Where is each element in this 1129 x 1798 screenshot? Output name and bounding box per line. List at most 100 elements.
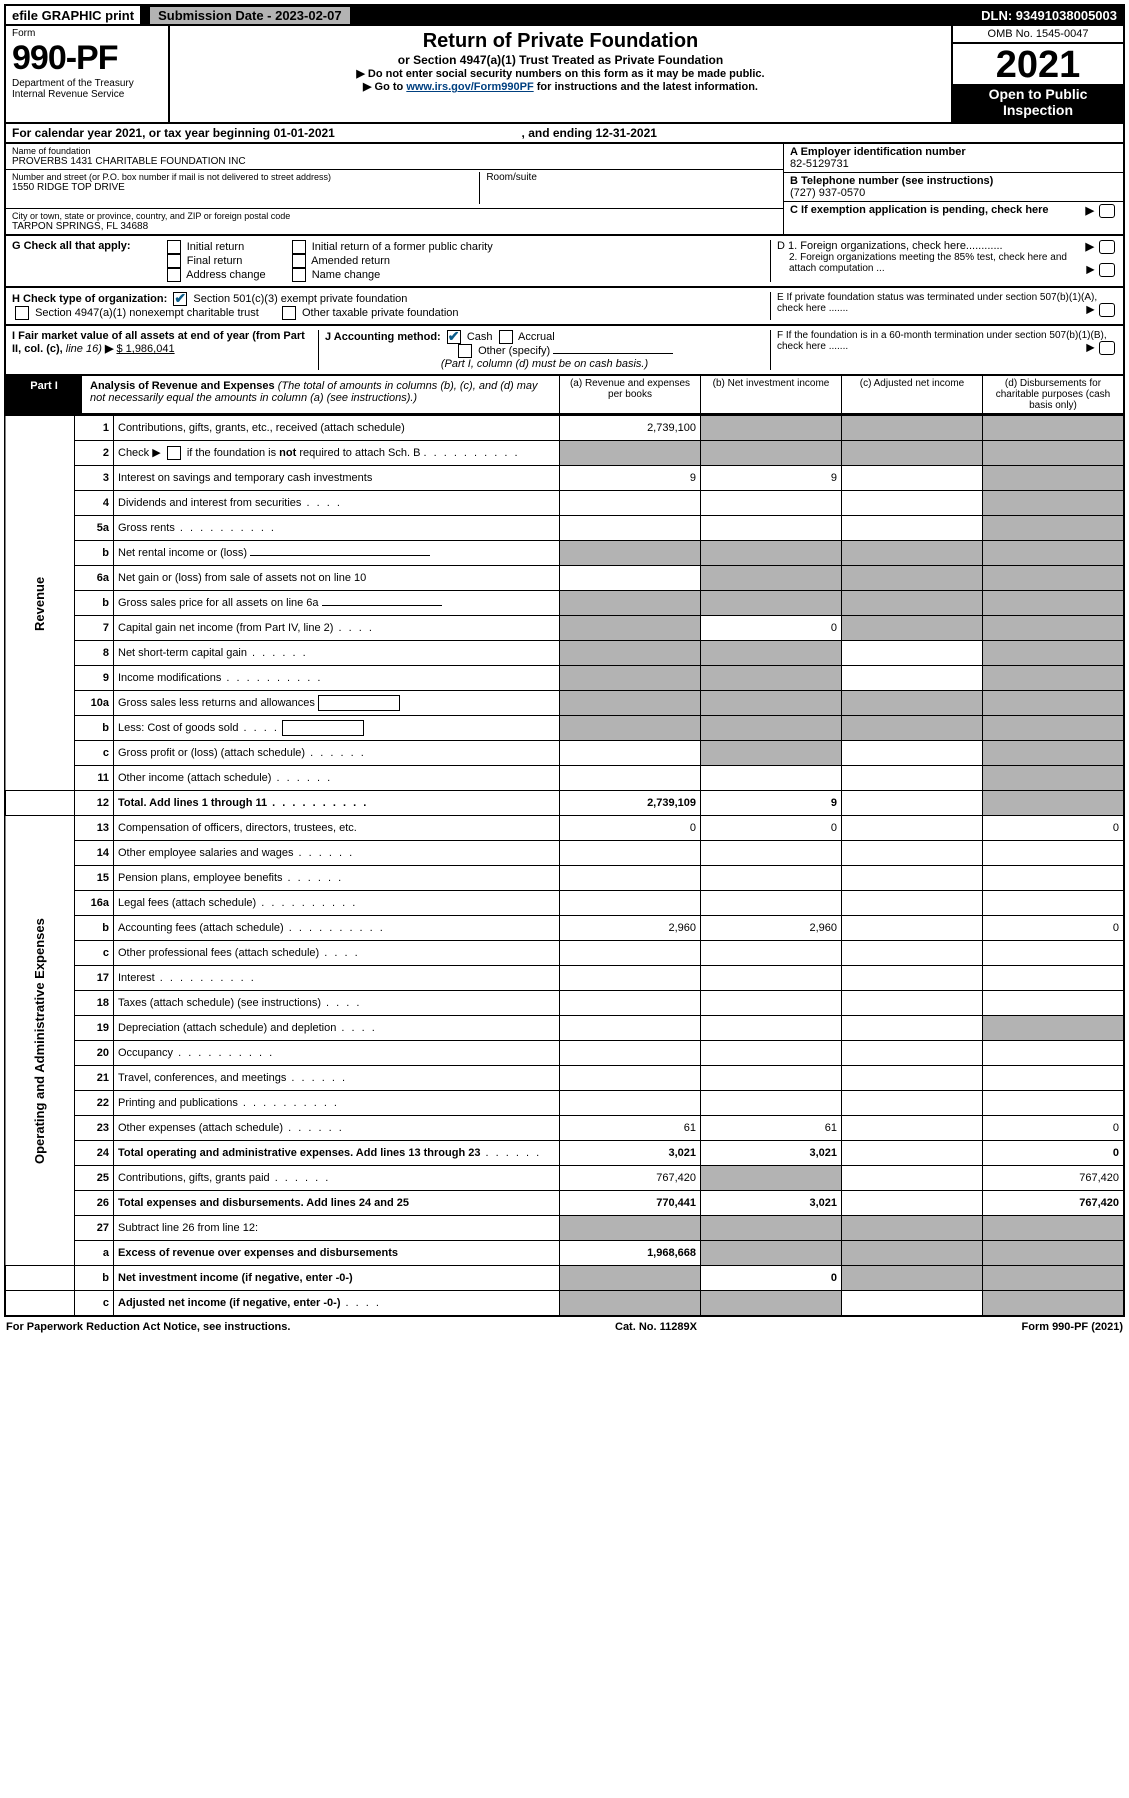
omb-number: OMB No. 1545-0047 (953, 26, 1123, 44)
g-initial-return[interactable] (167, 240, 181, 254)
header-middle: Return of Private Foundation or Section … (170, 26, 951, 122)
e-text: E If private foundation status was termi… (777, 292, 1097, 314)
table-row: 14Other employee salaries and wages (5, 841, 1124, 866)
table-row: 26Total expenses and disbursements. Add … (5, 1191, 1124, 1216)
d2-row: 2. Foreign organizations meeting the 85%… (777, 252, 1117, 274)
table-row: 17Interest (5, 966, 1124, 991)
table-row: 3Interest on savings and temporary cash … (5, 466, 1124, 491)
g-address-change[interactable] (167, 268, 181, 282)
form990pf-link[interactable]: www.irs.gov/Form990PF (406, 81, 533, 93)
table-row: 4Dividends and interest from securities (5, 491, 1124, 516)
table-row: 24Total operating and administrative exp… (5, 1141, 1124, 1166)
entity-info: Name of foundation PROVERBS 1431 CHARITA… (4, 144, 1125, 236)
col-b-header: (b) Net investment income (700, 376, 841, 413)
dept-treasury: Department of the Treasury (12, 78, 162, 89)
part-i-table: Revenue 1 Contributions, gifts, grants, … (4, 415, 1125, 1317)
form-page-label: Form 990-PF (2021) (1022, 1321, 1124, 1333)
table-row: Revenue 1 Contributions, gifts, grants, … (5, 416, 1124, 441)
foundation-name-cell: Name of foundation PROVERBS 1431 CHARITA… (6, 144, 783, 170)
city-cell: City or town, state or province, country… (6, 209, 783, 234)
table-row: bNet rental income or (loss) (5, 541, 1124, 566)
table-row: 19Depreciation (attach schedule) and dep… (5, 1016, 1124, 1041)
table-row: 21Travel, conferences, and meetings (5, 1066, 1124, 1091)
calendar-year-row: For calendar year 2021, or tax year begi… (4, 124, 1125, 144)
j-cash-checkbox[interactable] (447, 330, 461, 344)
j-other-checkbox[interactable] (458, 344, 472, 358)
g-amended[interactable] (292, 254, 306, 268)
revenue-side-label: Revenue (5, 416, 75, 791)
col-d-header: (d) Disbursements for charitable purpose… (982, 376, 1123, 413)
table-row: 8Net short-term capital gain (5, 641, 1124, 666)
address-cell: Number and street (or P.O. box number if… (6, 170, 783, 209)
table-row: 12Total. Add lines 1 through 11 2,739,10… (5, 791, 1124, 816)
form-subtitle: or Section 4947(a)(1) Trust Treated as P… (178, 53, 943, 67)
table-row: 16aLegal fees (attach schedule) (5, 891, 1124, 916)
table-row: bAccounting fees (attach schedule) 2,960… (5, 916, 1124, 941)
e-checkbox[interactable] (1099, 303, 1115, 317)
paperwork-notice: For Paperwork Reduction Act Notice, see … (6, 1321, 290, 1333)
g-name-change[interactable] (292, 268, 306, 282)
table-row: 7Capital gain net income (from Part IV, … (5, 616, 1124, 641)
page-footer: For Paperwork Reduction Act Notice, see … (4, 1317, 1125, 1333)
part-i-header: Part I Analysis of Revenue and Expenses … (4, 376, 1125, 415)
catalog-number: Cat. No. 11289X (615, 1321, 697, 1333)
table-row: 11Other income (attach schedule) (5, 766, 1124, 791)
table-row: 5aGross rents (5, 516, 1124, 541)
h-4947-checkbox[interactable] (15, 306, 29, 320)
i-j-f-row: I Fair market value of all assets at end… (4, 326, 1125, 376)
part-i-title-cell: Analysis of Revenue and Expenses (The to… (82, 376, 559, 413)
form-title: Return of Private Foundation (178, 30, 943, 53)
form-header: Form 990-PF Department of the Treasury I… (4, 26, 1125, 124)
h-e-row: H Check type of organization: Section 50… (4, 288, 1125, 326)
submission-date: Submission Date - 2023-02-07 (150, 7, 350, 24)
irs-label: Internal Revenue Service (12, 89, 162, 100)
col-c-header: (c) Adjusted net income (841, 376, 982, 413)
table-row: 22Printing and publications (5, 1091, 1124, 1116)
phone-cell: B Telephone number (see instructions) (7… (784, 173, 1123, 202)
table-row: 27Subtract line 26 from line 12: (5, 1216, 1124, 1241)
table-row: 2 Check ▶ if the foundation is not requi… (5, 441, 1124, 466)
instr-line-2: ▶ Go to www.irs.gov/Form990PF for instru… (178, 80, 943, 93)
table-row: 23Other expenses (attach schedule) 61610 (5, 1116, 1124, 1141)
d1-row: D 1. Foreign organizations, check here..… (777, 240, 1117, 252)
g-initial-former[interactable] (292, 240, 306, 254)
table-row: Operating and Administrative Expenses 13… (5, 816, 1124, 841)
r1-a: 2,739,100 (560, 416, 701, 441)
table-row: bGross sales price for all assets on lin… (5, 591, 1124, 616)
c-pending-cell: C If exemption application is pending, c… (784, 202, 1123, 218)
f-text: F If the foundation is in a 60-month ter… (777, 330, 1107, 352)
table-row: cOther professional fees (attach schedul… (5, 941, 1124, 966)
table-row: 6aNet gain or (loss) from sale of assets… (5, 566, 1124, 591)
fmv-assets: $ 1,986,041 (116, 343, 174, 355)
tax-year: 2021 (953, 44, 1123, 84)
table-row: bNet investment income (if negative, ent… (5, 1266, 1124, 1291)
table-row: aExcess of revenue over expenses and dis… (5, 1241, 1124, 1266)
f-checkbox[interactable] (1099, 341, 1115, 355)
room-suite: Room/suite (479, 172, 777, 204)
opex-side-label: Operating and Administrative Expenses (5, 816, 75, 1266)
h-501c3-checkbox[interactable] (173, 292, 187, 306)
form-word: Form (12, 28, 162, 39)
h-other-taxable-checkbox[interactable] (282, 306, 296, 320)
header-left: Form 990-PF Department of the Treasury I… (6, 26, 170, 122)
j-accrual-checkbox[interactable] (499, 330, 513, 344)
col-a-header: (a) Revenue and expenses per books (559, 376, 700, 413)
table-row: 25Contributions, gifts, grants paid 767,… (5, 1166, 1124, 1191)
d2-checkbox[interactable] (1099, 263, 1115, 277)
form-number: 990-PF (12, 39, 162, 78)
table-row: 15Pension plans, employee benefits (5, 866, 1124, 891)
c-checkbox[interactable] (1099, 204, 1115, 218)
dln: DLN: 93491038005003 (981, 8, 1125, 23)
part-i-label: Part I (6, 376, 82, 413)
header-right: OMB No. 1545-0047 2021 Open to Public In… (951, 26, 1123, 122)
top-bar: efile GRAPHIC print Submission Date - 20… (4, 4, 1125, 26)
g-final-return[interactable] (167, 254, 181, 268)
d1-checkbox[interactable] (1099, 240, 1115, 254)
sch-b-checkbox[interactable] (167, 446, 181, 460)
table-row: cAdjusted net income (if negative, enter… (5, 1291, 1124, 1317)
j-note: (Part I, column (d) must be on cash basi… (325, 358, 764, 370)
table-row: 20Occupancy (5, 1041, 1124, 1066)
table-row: 9Income modifications (5, 666, 1124, 691)
open-inspection: Open to Public Inspection (953, 84, 1123, 122)
efile-badge: efile GRAPHIC print (4, 4, 142, 26)
